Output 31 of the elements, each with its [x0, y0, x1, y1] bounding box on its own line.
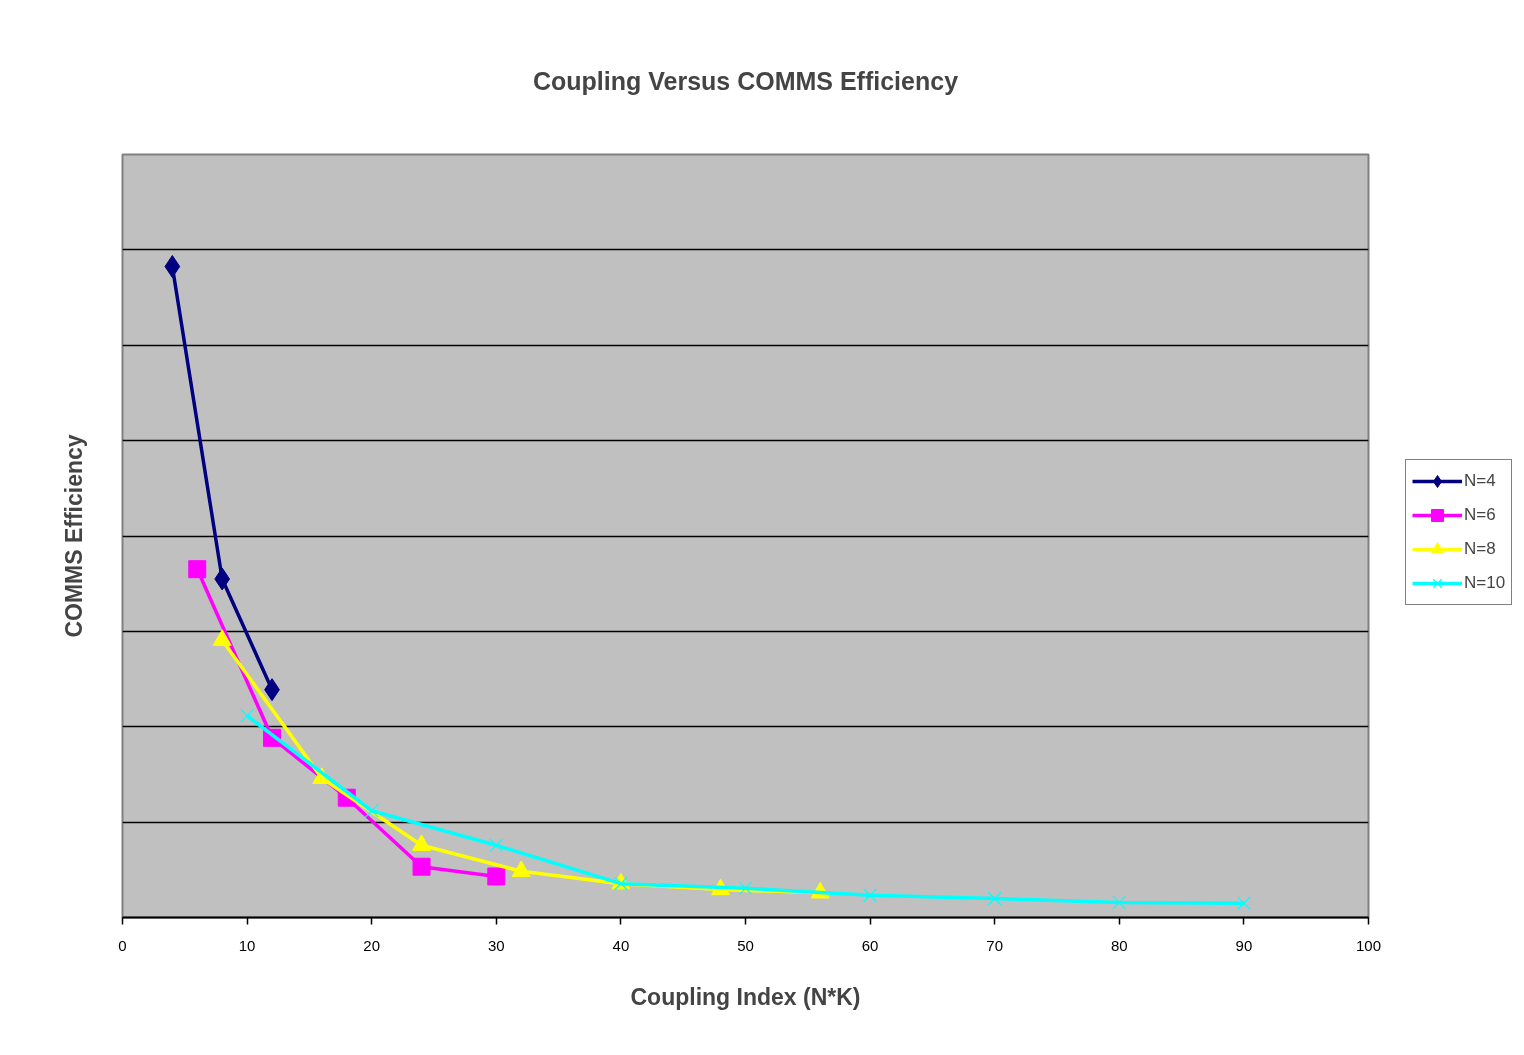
point: [412, 857, 431, 876]
x-tick-label: 100: [1355, 936, 1382, 954]
y-axis-title: COMMS Efficiency: [60, 434, 87, 638]
point: [987, 891, 1002, 906]
legend-label: N=6: [1464, 504, 1496, 526]
legend-label: N=4: [1464, 470, 1496, 492]
legend-label: N=8: [1464, 538, 1496, 560]
x-tick-label: 40: [612, 936, 630, 954]
point: [240, 708, 255, 723]
x-tick-label: 50: [737, 936, 754, 954]
x-tick-label: 10: [238, 936, 256, 954]
point: [188, 560, 207, 579]
x-tick-label: 30: [487, 936, 505, 954]
x-tick-label: 0: [118, 936, 127, 954]
point: [1112, 895, 1127, 910]
legend-label: N=10: [1464, 572, 1506, 594]
point: [164, 255, 181, 278]
x-tick-label: 70: [986, 936, 1004, 954]
point: [863, 888, 878, 903]
x-tick-label: 90: [1235, 936, 1253, 954]
point: [487, 867, 506, 886]
point: [214, 567, 231, 591]
point: [1236, 896, 1251, 911]
point: [364, 803, 379, 818]
x-tick-label: 60: [861, 936, 879, 954]
chart-title: Coupling Versus COMMS Efficiency: [532, 66, 959, 95]
x-axis-title: Coupling Index (N*K): [630, 983, 861, 1010]
x-tick-label: 20: [363, 936, 381, 954]
x-tick-label: 80: [1110, 936, 1128, 954]
point: [738, 881, 753, 896]
point: [489, 838, 504, 853]
